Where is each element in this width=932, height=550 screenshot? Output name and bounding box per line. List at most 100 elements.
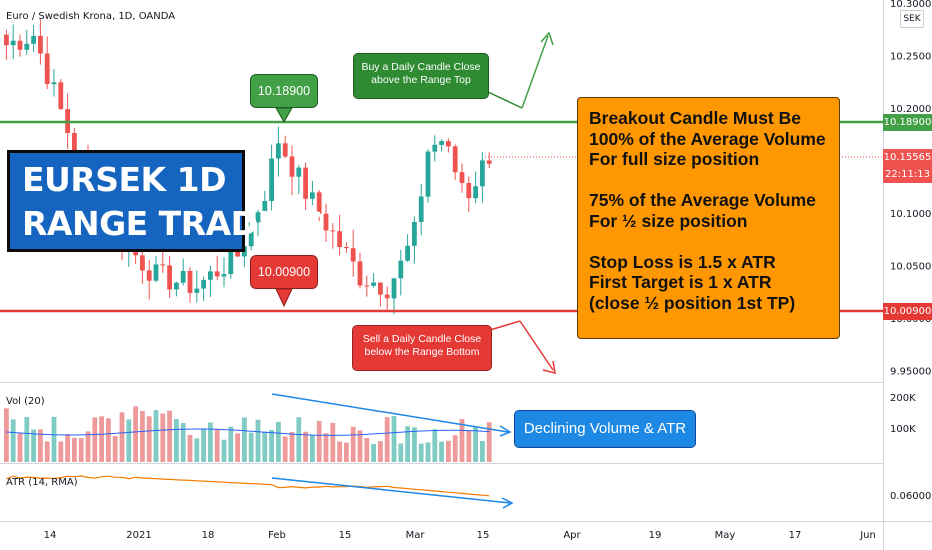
volume-bar xyxy=(323,433,329,462)
atr-line xyxy=(6,475,490,497)
candle-down xyxy=(38,19,43,65)
candle-down xyxy=(58,79,64,110)
volume-bar xyxy=(167,410,172,462)
candle-up xyxy=(269,144,274,211)
candle-down xyxy=(140,245,145,284)
candle-down xyxy=(337,214,342,256)
candle-down xyxy=(44,36,50,89)
time-axis-tick: 19 xyxy=(649,530,662,541)
time-axis: 14 2021 18 Feb 15 Mar 15 Apr 19 May 17 Jun xyxy=(44,530,876,541)
trading-rules-note: Breakout Candle Must Be 100% of the Aver… xyxy=(577,97,840,339)
time-axis-tick: Feb xyxy=(268,530,286,541)
candle-up xyxy=(180,258,186,286)
note-line xyxy=(589,231,839,252)
candle-up xyxy=(405,234,410,262)
sell-callout: Sell a Daily Candle Close below the Rang… xyxy=(352,325,492,371)
volume-bar xyxy=(112,436,118,462)
volume-bar xyxy=(296,417,302,462)
candle-up xyxy=(248,214,254,251)
volume-ma-line xyxy=(6,428,490,436)
candle-up xyxy=(432,135,438,162)
candle-up xyxy=(194,270,200,303)
volume-bar xyxy=(31,429,36,462)
candle-down xyxy=(452,144,458,180)
volume-bar xyxy=(255,419,261,462)
candle-up xyxy=(439,139,444,152)
volume-bar xyxy=(276,421,281,462)
volume-bar xyxy=(119,412,125,462)
candle-down xyxy=(303,162,308,210)
note-line: For ½ size position xyxy=(589,210,748,231)
volume-bar xyxy=(140,411,145,462)
candle-up xyxy=(24,29,30,55)
volume-bar xyxy=(146,416,152,462)
volume-bar xyxy=(378,441,383,462)
note-line: 100% of the Average Volume xyxy=(589,128,826,149)
volume-bar xyxy=(439,441,444,462)
volume-bar xyxy=(371,444,376,462)
volume-bar xyxy=(425,442,431,462)
candle-down xyxy=(146,260,152,300)
sell-callout-line: below the Range Bottom xyxy=(364,346,480,358)
volume-bar xyxy=(126,419,132,462)
range-top-label-pointer xyxy=(275,107,293,124)
volume-bar xyxy=(289,432,295,462)
volume-bar xyxy=(38,429,43,462)
candle-up xyxy=(10,24,16,60)
time-axis-tick: Apr xyxy=(563,530,581,541)
volume-bar xyxy=(208,422,213,462)
candle-down xyxy=(323,203,329,242)
volume-bar xyxy=(10,419,16,462)
candle-down xyxy=(289,145,295,195)
time-axis-tick: 15 xyxy=(339,530,352,541)
time-axis-tick: 18 xyxy=(202,530,215,541)
time-axis-tick: 15 xyxy=(477,530,490,541)
candle-up xyxy=(262,190,268,218)
candle-down xyxy=(330,223,336,249)
volume-bar xyxy=(412,427,417,462)
volume-bar xyxy=(58,441,64,462)
volume-bar xyxy=(24,417,30,462)
note-line: 75% of the Average Volume xyxy=(589,190,816,210)
volume-bar xyxy=(459,419,465,462)
candle-up xyxy=(174,281,179,297)
candle-up xyxy=(480,151,485,203)
time-axis-tick: 17 xyxy=(789,530,802,541)
range-bottom-label: 10.00900 xyxy=(250,255,318,289)
time-axis-tick: 2021 xyxy=(126,530,151,541)
volume-bar xyxy=(350,426,356,462)
candle-up xyxy=(31,24,36,53)
volume-bar xyxy=(92,417,98,462)
volume-bar xyxy=(242,417,247,462)
time-axis-tick: Jun xyxy=(859,530,876,541)
candle-up xyxy=(153,256,159,283)
candle-up xyxy=(425,149,431,203)
candle-down xyxy=(459,163,465,193)
volume-bar xyxy=(248,432,254,462)
sell-callout-line: Sell a Daily Candle Close xyxy=(362,333,482,345)
candle-down xyxy=(486,152,492,169)
chart-title-banner: EURSEK 1D RANGE TRADING xyxy=(7,150,324,252)
last-price-tag: 10.15565 xyxy=(883,149,932,166)
candle-up xyxy=(473,171,478,203)
volume-tick-200k: 200K xyxy=(890,393,916,404)
volume-bar xyxy=(17,433,23,462)
candle-up xyxy=(276,126,281,177)
volume-bar xyxy=(418,443,424,462)
candle-up xyxy=(221,257,227,288)
volume-bar xyxy=(65,434,70,462)
volume-bar xyxy=(4,408,9,462)
buy-arrow xyxy=(521,31,554,109)
candle-down xyxy=(350,229,356,277)
volume-bar xyxy=(262,431,268,462)
currency-badge[interactable]: SEK xyxy=(900,10,924,28)
volume-bar xyxy=(153,410,159,462)
candle-down xyxy=(357,252,363,289)
sell-callout-pointer xyxy=(489,320,521,331)
candle-down xyxy=(316,190,322,222)
volume-bar xyxy=(452,435,458,462)
range-top-price-tag: 10.18900 xyxy=(883,114,932,131)
candle-up xyxy=(391,278,397,315)
volume-bar xyxy=(85,431,91,462)
time-axis-tick: Mar xyxy=(406,530,426,541)
